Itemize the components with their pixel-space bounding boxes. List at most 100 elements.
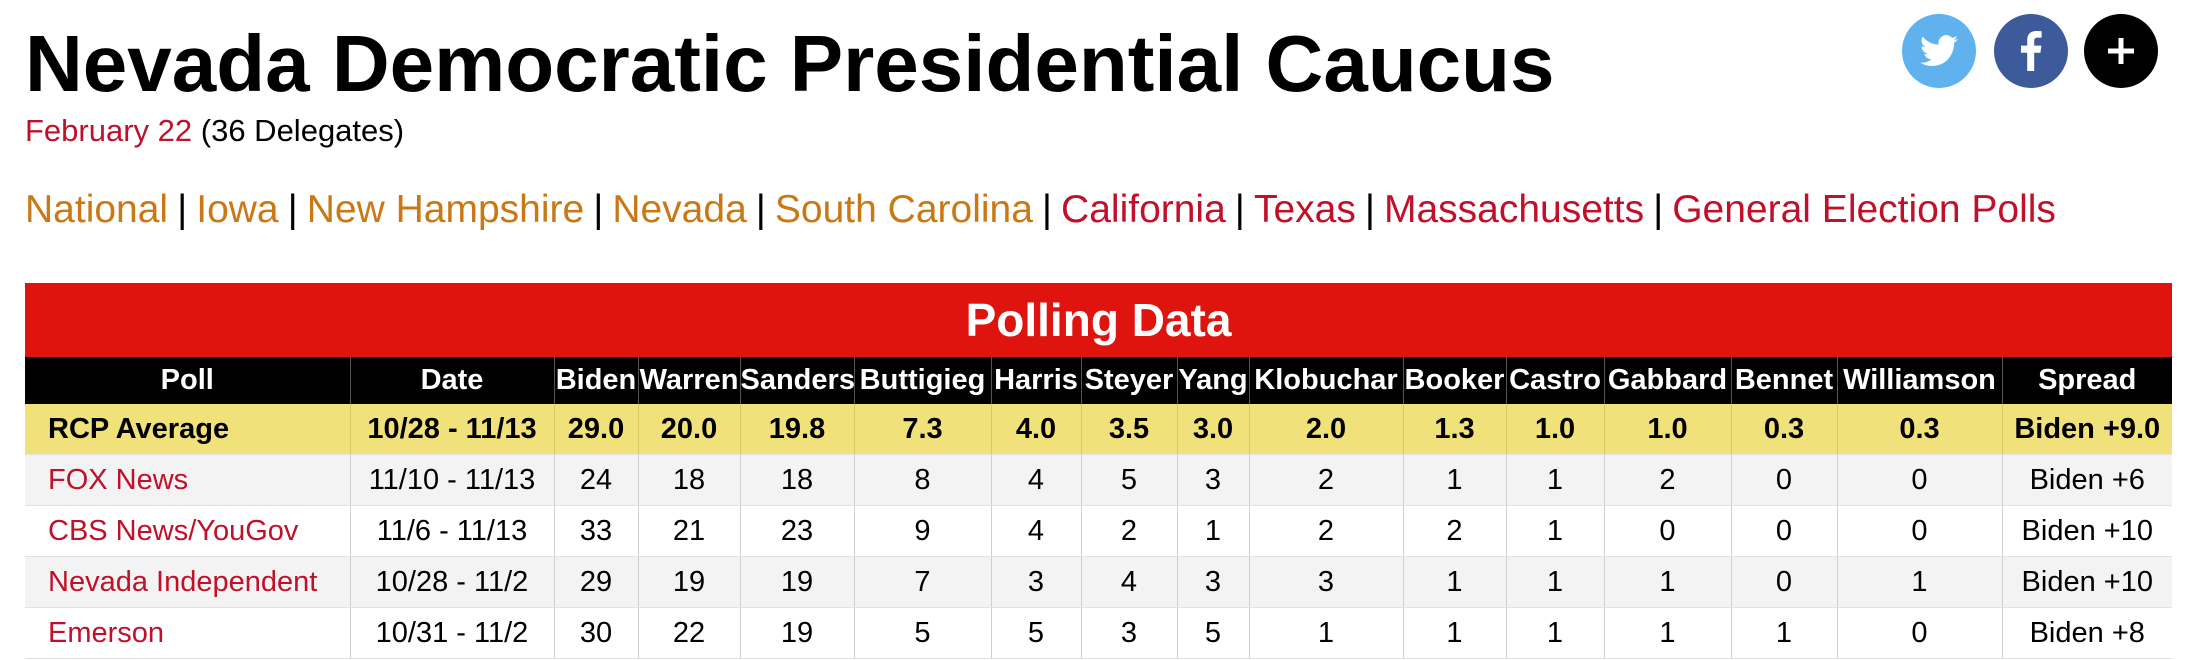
column-header-castro[interactable]: Castro xyxy=(1505,357,1604,404)
poll-name[interactable]: Nevada Independent xyxy=(25,556,350,608)
column-header-klobuchar[interactable]: Klobuchar xyxy=(1248,357,1403,404)
cell-spread: Biden +8 xyxy=(2001,607,2172,659)
cell-klobuchar: 1 xyxy=(1248,607,1403,659)
poll-name: RCP Average xyxy=(25,404,350,455)
cell-bennet: 1 xyxy=(1730,607,1837,659)
cell-harris: 4 xyxy=(990,505,1081,557)
poll-row: Nevada Independent 10/28 - 11/2 29 19 19 7 3 4 3… xyxy=(25,556,2172,608)
cell-date: 11/10 - 11/13 xyxy=(349,454,554,506)
cell-steyer: 3.5 xyxy=(1080,404,1177,455)
cell-klobuchar: 2.0 xyxy=(1248,404,1403,455)
poll-name[interactable]: Emerson xyxy=(25,607,350,659)
nav-link-new-hampshire[interactable]: New Hampshire xyxy=(306,188,585,231)
nav-link-national[interactable]: National xyxy=(25,188,169,231)
nav-link-general-election-polls[interactable]: General Election Polls xyxy=(1672,188,2056,231)
cell-bennet: 0 xyxy=(1730,505,1837,557)
cell-yang: 5 xyxy=(1176,607,1249,659)
cell-buttigieg: 9 xyxy=(853,505,991,557)
more-share-button[interactable] xyxy=(2084,14,2158,88)
nav-separator: | xyxy=(1653,188,1664,231)
nav-link-california[interactable]: California xyxy=(1061,188,1226,231)
cell-warren: 19 xyxy=(637,556,740,608)
cell-warren: 22 xyxy=(637,607,740,659)
column-header-yang[interactable]: Yang xyxy=(1176,357,1249,404)
cell-sanders: 18 xyxy=(739,454,854,506)
column-header-buttigieg[interactable]: Buttigieg xyxy=(853,357,991,404)
cell-harris: 5 xyxy=(990,607,1081,659)
cell-steyer: 4 xyxy=(1080,556,1177,608)
cell-castro: 1 xyxy=(1505,505,1604,557)
nav-separator: | xyxy=(177,188,188,231)
cell-spread: Biden +9.0 xyxy=(2001,404,2172,455)
nav-link-texas[interactable]: Texas xyxy=(1253,188,1356,231)
rcp-average-row: RCP Average 10/28 - 11/13 29.0 20.0 19.8 7.3 4… xyxy=(25,404,2172,455)
column-header-warren[interactable]: Warren xyxy=(637,357,740,404)
column-header-harris[interactable]: Harris xyxy=(990,357,1081,404)
cell-buttigieg: 7.3 xyxy=(853,404,991,455)
facebook-share-button[interactable] xyxy=(1994,14,2068,88)
cell-booker: 1 xyxy=(1402,454,1506,506)
cell-klobuchar: 2 xyxy=(1248,454,1403,506)
nav-link-south-carolina[interactable]: South Carolina xyxy=(774,188,1033,231)
polling-data-header: Polling Data xyxy=(25,283,2172,357)
cell-steyer: 3 xyxy=(1080,607,1177,659)
cell-spread: Biden +10 xyxy=(2001,505,2172,557)
cell-buttigieg: 8 xyxy=(853,454,991,506)
column-header-date[interactable]: Date xyxy=(349,357,554,404)
cell-williamson: 1 xyxy=(1836,556,2002,608)
column-header-steyer[interactable]: Steyer xyxy=(1080,357,1177,404)
cell-sanders: 19 xyxy=(739,607,854,659)
cell-harris: 4 xyxy=(990,454,1081,506)
cell-gabbard: 2 xyxy=(1603,454,1731,506)
twitter-bird-icon xyxy=(1920,35,1958,67)
cell-spread: Biden +10 xyxy=(2001,556,2172,608)
cell-biden: 29 xyxy=(553,556,638,608)
cell-bennet: 0 xyxy=(1730,556,1837,608)
cell-yang: 1 xyxy=(1176,505,1249,557)
cell-buttigieg: 5 xyxy=(853,607,991,659)
column-header-spread[interactable]: Spread xyxy=(2001,357,2172,404)
column-header-williamson[interactable]: Williamson xyxy=(1836,357,2002,404)
cell-bennet: 0 xyxy=(1730,454,1837,506)
cell-williamson: 0 xyxy=(1836,454,2002,506)
cell-gabbard: 1.0 xyxy=(1603,404,1731,455)
cell-castro: 1 xyxy=(1505,556,1604,608)
column-header-poll[interactable]: Poll xyxy=(25,357,350,404)
cell-castro: 1.0 xyxy=(1505,404,1604,455)
cell-castro: 1 xyxy=(1505,607,1604,659)
cell-yang: 3 xyxy=(1176,556,1249,608)
nav-separator: | xyxy=(593,188,604,231)
cell-yang: 3.0 xyxy=(1176,404,1249,455)
delegate-count: (36 Delegates) xyxy=(200,113,405,148)
cell-klobuchar: 3 xyxy=(1248,556,1403,608)
poll-row: Emerson 10/31 - 11/2 30 22 19 5 5 3 5 1 1 1 1 1 0 Biden… xyxy=(25,607,2172,659)
nav-link-iowa[interactable]: Iowa xyxy=(196,188,279,231)
twitter-share-button[interactable] xyxy=(1902,14,1976,88)
cell-warren: 21 xyxy=(637,505,740,557)
nav-link-nevada[interactable]: Nevada xyxy=(612,188,747,231)
cell-klobuchar: 2 xyxy=(1248,505,1403,557)
column-header-bennet[interactable]: Bennet xyxy=(1730,357,1837,404)
column-header-sanders[interactable]: Sanders xyxy=(739,357,855,404)
column-header-biden[interactable]: Biden xyxy=(553,357,638,404)
cell-biden: 29.0 xyxy=(553,404,638,455)
cell-williamson: 0 xyxy=(1836,505,2002,557)
poll-name[interactable]: CBS News/YouGov xyxy=(25,505,350,557)
cell-sanders: 19.8 xyxy=(739,404,854,455)
table-header-row: Poll Date Biden Warren Sanders Buttigieg Harri… xyxy=(25,357,2172,404)
column-header-booker[interactable]: Booker xyxy=(1402,357,1506,404)
cell-buttigieg: 7 xyxy=(853,556,991,608)
poll-name[interactable]: FOX News xyxy=(25,454,350,506)
poll-row: FOX News 11/10 - 11/13 24 18 18 8 4 5 3 2 1 1 2 0 0 Bid… xyxy=(25,454,2172,506)
column-header-gabbard[interactable]: Gabbard xyxy=(1603,357,1731,404)
cell-bennet: 0.3 xyxy=(1730,404,1837,455)
cell-biden: 30 xyxy=(553,607,638,659)
cell-warren: 18 xyxy=(637,454,740,506)
nav-link-massachusetts[interactable]: Massachusetts xyxy=(1383,188,1645,231)
cell-steyer: 5 xyxy=(1080,454,1177,506)
cell-harris: 3 xyxy=(990,556,1081,608)
cell-booker: 1 xyxy=(1402,556,1506,608)
cell-date: 11/6 - 11/13 xyxy=(349,505,554,557)
cell-biden: 33 xyxy=(553,505,638,557)
cell-williamson: 0 xyxy=(1836,607,2002,659)
